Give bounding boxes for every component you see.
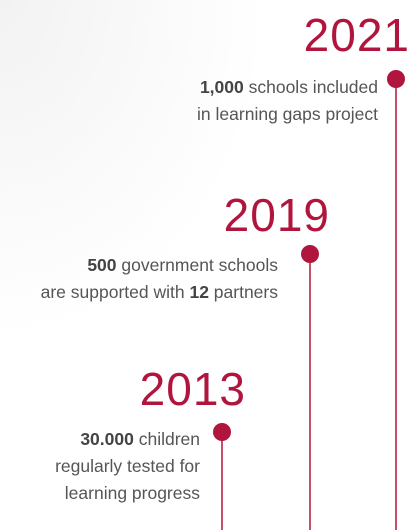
- year: 2019: [223, 189, 330, 241]
- text: learning progress: [64, 483, 200, 503]
- description-line: learning progress: [55, 480, 200, 507]
- highlight-number: 1,000: [199, 77, 244, 97]
- description: 500 government schools are supported with…: [41, 252, 278, 306]
- text: children: [133, 429, 200, 449]
- text: in learning gaps project: [197, 104, 378, 124]
- highlight-number: 500: [87, 255, 117, 275]
- description-line: 30.000 children: [55, 426, 200, 453]
- description: 1,000 schools included in learning gaps p…: [197, 74, 378, 128]
- text: government schools: [116, 255, 278, 275]
- timeline-dot: [301, 245, 319, 263]
- description-line: are supported with 12 partners: [41, 279, 278, 306]
- year: 2013: [139, 363, 246, 415]
- description-line: 1,000 schools included: [197, 74, 378, 101]
- description-line: 500 government schools: [41, 252, 278, 279]
- highlight-number: 12: [189, 282, 209, 302]
- text: partners: [208, 282, 278, 302]
- highlight-number: 30.000: [80, 429, 134, 449]
- text: regularly tested for: [55, 456, 200, 476]
- timeline-dot: [387, 70, 405, 88]
- year: 2021: [303, 9, 410, 61]
- description-line: regularly tested for: [55, 453, 200, 480]
- timeline-dot: [213, 423, 231, 441]
- description: 30.000 children regularly tested for learn…: [55, 426, 200, 507]
- description-line: in learning gaps project: [197, 101, 378, 128]
- text: are supported with: [40, 282, 190, 302]
- text: schools included: [243, 77, 378, 97]
